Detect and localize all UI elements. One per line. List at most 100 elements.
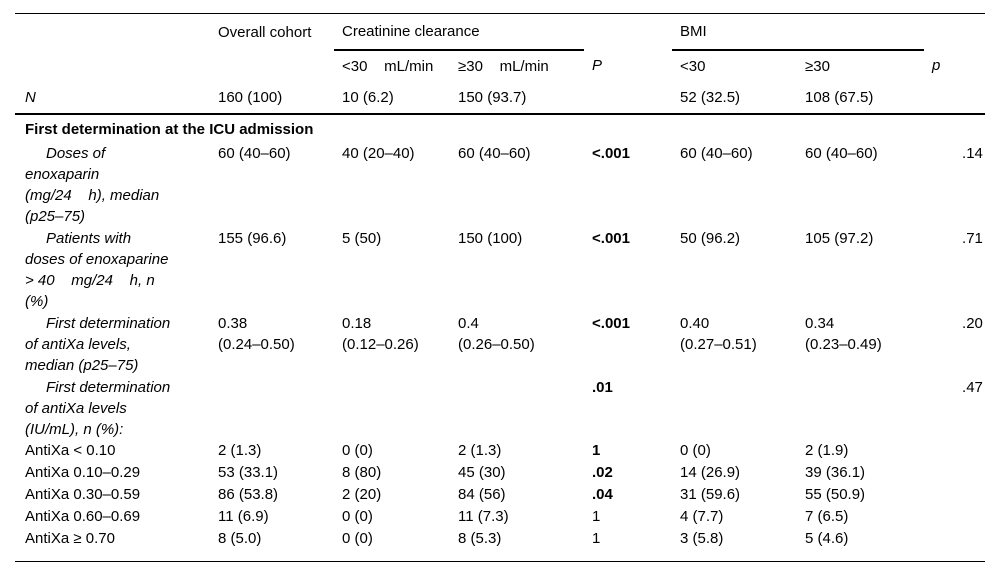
cell-bmi-lt30: 31 (59.6) — [680, 486, 741, 503]
col-group-creatinine-clearance: Creatinine clearance — [334, 13, 585, 51]
col-header-P: P — [592, 57, 603, 74]
cell-P: .04 — [592, 486, 613, 503]
row-label: AntiXa < 0.10 — [25, 442, 116, 459]
cell-bmi-lt30: 50 (96.2) — [680, 230, 741, 247]
cell-P: <.001 — [592, 315, 630, 332]
col-header-overall-cohort: Overall cohort — [218, 23, 312, 41]
bottom-spacer-row — [15, 550, 985, 562]
cell-p: .20 — [962, 315, 983, 332]
table-row-antixa-0-60-0-69: AntiXa 0.60–0.69 11 (6.9) 0 (0) 11 (7.3) 1 4 … — [15, 506, 985, 528]
cell-p — [924, 462, 985, 484]
cell-P: <.001 — [592, 145, 630, 162]
row-label: First determination of antiXa levels (IU… — [25, 379, 171, 438]
cell-crcl-ge30: 150 (100) — [458, 230, 523, 247]
cell-overall: 86 (53.8) — [218, 486, 279, 503]
cell-bmi-lt30 — [672, 376, 797, 440]
corner-cell — [15, 14, 210, 51]
row-label: AntiXa 0.60–0.69 — [25, 508, 141, 525]
row-label: Patients with doses of enoxaparine > 40 … — [25, 230, 169, 310]
table-row-antixa-ge-0-70: AntiXa ≥ 0.70 8 (5.0) 0 (0) 8 (5.3) 1 3 (5.8)… — [15, 528, 985, 550]
row-label: AntiXa ≥ 0.70 — [25, 530, 115, 547]
cell-bmi-lt30: 52 (32.5) — [672, 81, 798, 115]
row-label: AntiXa 0.30–0.59 — [25, 486, 141, 503]
cell-crcl-lt30: 10 (6.2) — [334, 81, 450, 115]
cell-crcl-ge30: 150 (93.7) — [450, 81, 585, 115]
cell-P — [584, 81, 673, 115]
col-header-crcl-lt30: <30 mL/min — [342, 57, 434, 75]
cell-crcl-ge30: 2 (1.3) — [458, 442, 502, 459]
cell-crcl-lt30: 0 (0) — [342, 508, 373, 525]
cell-crcl-ge30: 84 (56) — [458, 486, 506, 503]
cell-overall: 0.38 (0.24–0.50) — [218, 315, 295, 353]
empty-cell — [15, 50, 210, 81]
cell-crcl-lt30 — [334, 376, 450, 440]
col-group-bmi: BMI — [672, 13, 925, 51]
cell-overall: 2 (1.3) — [218, 442, 262, 459]
cell-bmi-ge30: 7 (6.5) — [805, 508, 849, 525]
cell-crcl-lt30: 8 (80) — [342, 464, 382, 481]
cell-bmi-ge30: 2 (1.9) — [805, 442, 849, 459]
cell-P: 1 — [592, 530, 601, 547]
table-row-antixa-0-30-0-59: AntiXa 0.30–0.59 86 (53.8) 2 (20) 84 (56) .0… — [15, 484, 985, 506]
cell-bmi-ge30: 108 (67.5) — [797, 81, 925, 115]
table-body: First determination at the ICU admission… — [15, 114, 985, 550]
cell-P: <.001 — [592, 230, 630, 247]
table-row-antixa-lt-0-10: AntiXa < 0.10 2 (1.3) 0 (0) 2 (1.3) 1 0 (0) 2 … — [15, 440, 985, 462]
cell-p — [924, 528, 985, 550]
row-label: N — [15, 81, 210, 115]
cell-P: 1 — [592, 442, 601, 459]
cell-crcl-lt30: 40 (20–40) — [342, 145, 415, 162]
cell-crcl-ge30: 60 (40–60) — [458, 145, 531, 162]
cell-bmi-lt30: 0.40 (0.27–0.51) — [680, 315, 757, 353]
cell-overall: 11 (6.9) — [218, 508, 269, 525]
cell-crcl-ge30: 8 (5.3) — [458, 530, 502, 547]
cell-bmi-ge30 — [797, 376, 924, 440]
cell-bmi-ge30: 55 (50.9) — [805, 486, 866, 503]
cell-bmi-lt30: 3 (5.8) — [680, 530, 724, 547]
cell-bmi-ge30: 105 (97.2) — [805, 230, 874, 247]
col-header-bmi-lt30: <30 — [680, 57, 706, 75]
cell-crcl-lt30: 0 (0) — [342, 442, 373, 459]
cell-crcl-ge30: 11 (7.3) — [458, 508, 509, 525]
cell-p — [924, 440, 985, 462]
empty-cell — [210, 50, 334, 81]
row-label: Doses of enoxaparin (mg/24 h), median (p… — [25, 145, 160, 225]
cell-P: 1 — [592, 508, 601, 525]
n-row: N 160 (100) 10 (6.2) 150 (93.7) 52 (32.5… — [15, 81, 986, 115]
cell-overall: 60 (40–60) — [218, 145, 291, 162]
col-header-bmi-ge30: ≥30 — [805, 57, 830, 75]
col-header-crcl-ge30: ≥30 mL/min — [458, 57, 549, 75]
cell-bmi-ge30: 39 (36.1) — [805, 464, 866, 481]
section-title: First determination at the ICU admission — [25, 120, 314, 138]
cell-bmi-lt30: 60 (40–60) — [680, 145, 753, 162]
group-header-row: Overall cohort Creatinine clearance BMI — [15, 13, 985, 51]
table-row-doses-of-enoxaparin: Doses of enoxaparin (mg/24 h), median (p… — [15, 142, 985, 227]
cell-crcl-lt30: 2 (20) — [342, 486, 382, 503]
cell-bmi-lt30: 0 (0) — [680, 442, 711, 459]
empty-cell — [15, 550, 985, 562]
cell-P: .02 — [592, 464, 613, 481]
cell-bmi-ge30: 0.34 (0.23–0.49) — [805, 315, 882, 353]
cell-bmi-lt30: 4 (7.7) — [680, 508, 724, 525]
section-header-row: First determination at the ICU admission — [15, 114, 985, 142]
cell-bmi-lt30: 14 (26.9) — [680, 464, 741, 481]
cell-overall: 155 (96.6) — [218, 230, 287, 247]
table-row-first-determination-antixa-categories: First determination of antiXa levels (IU… — [15, 376, 985, 440]
cell-p: .71 — [962, 230, 983, 247]
cell-crcl-ge30: 0.4 (0.26–0.50) — [458, 315, 535, 353]
cell-overall: 8 (5.0) — [218, 530, 262, 547]
cell-crcl-lt30: 0.18 (0.12–0.26) — [342, 315, 419, 353]
cell-p: .47 — [962, 379, 983, 396]
col-header-p: p — [932, 57, 941, 74]
cell-overall: 160 (100) — [210, 81, 334, 115]
cell-crcl-ge30: 45 (30) — [458, 464, 506, 481]
statistics-table: Overall cohort Creatinine clearance BMI … — [15, 13, 986, 562]
empty-cell — [924, 14, 985, 51]
row-label: AntiXa 0.10–0.29 — [25, 464, 141, 481]
cell-p — [924, 484, 985, 506]
table-row-antixa-0-10-0-29: AntiXa 0.10–0.29 53 (33.1) 8 (80) 45 (30) .0… — [15, 462, 985, 484]
cell-crcl-lt30: 0 (0) — [342, 530, 373, 547]
cell-crcl-lt30: 5 (50) — [342, 230, 382, 247]
cell-p — [924, 81, 986, 115]
cell-bmi-ge30: 5 (4.6) — [805, 530, 849, 547]
